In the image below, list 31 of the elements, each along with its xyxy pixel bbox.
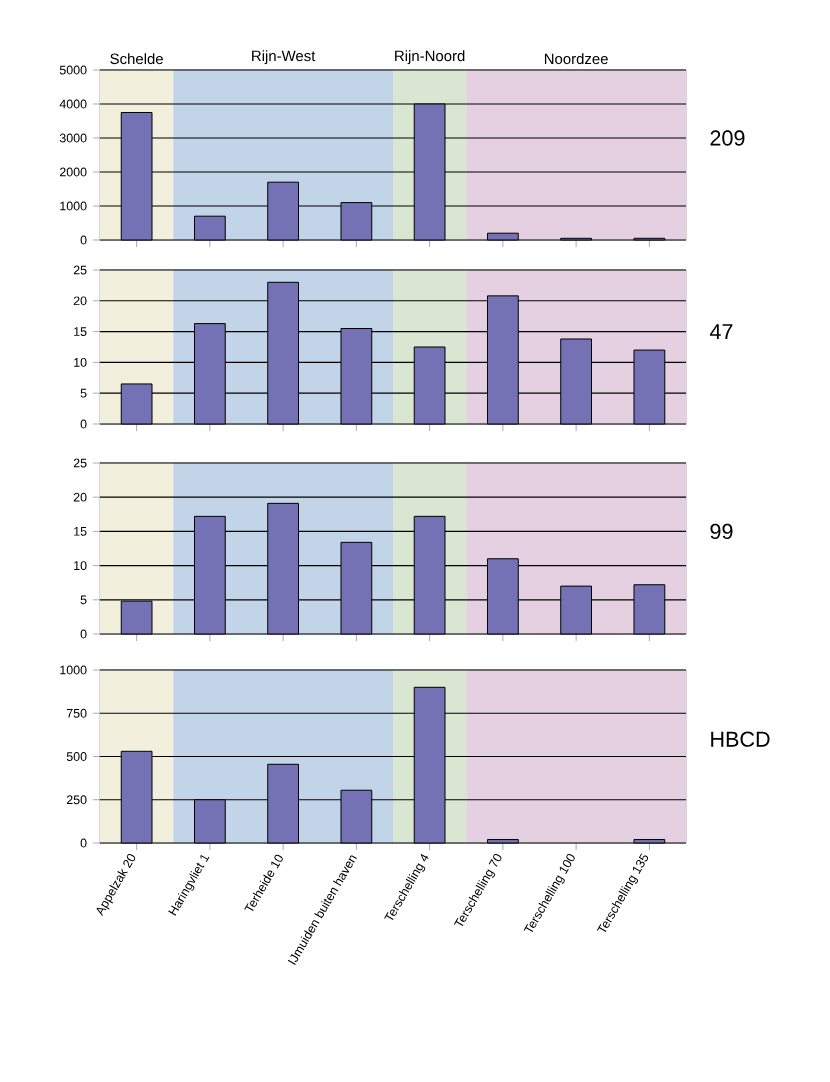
y-tick-label: 20 bbox=[73, 296, 87, 306]
y-tick-label: 20 bbox=[73, 492, 87, 502]
y2-axis-title: 209 bbox=[710, 130, 745, 146]
y-tick-label: 1000 bbox=[60, 665, 87, 675]
y-tick-label: 0 bbox=[80, 838, 87, 848]
y-tick-label: 2000 bbox=[59, 167, 87, 177]
y-tick-label: 15 bbox=[74, 327, 87, 336]
y-tick-label: 5 bbox=[80, 388, 87, 398]
y-tick-label: 25 bbox=[73, 265, 87, 275]
band-label: Rijn-West bbox=[252, 50, 316, 65]
y-tick-label: 0 bbox=[80, 235, 87, 245]
band-label: Schelde bbox=[110, 53, 163, 65]
y-tick-label: 15 bbox=[74, 527, 87, 536]
y-tick-label: 10 bbox=[74, 561, 87, 571]
y-tick-label: 5 bbox=[80, 595, 87, 605]
y-tick-label: 500 bbox=[66, 752, 87, 761]
y2-axis-title: 47 bbox=[709, 324, 733, 340]
y-tick-label: 750 bbox=[66, 708, 87, 718]
y2-axis-title: HBCD bbox=[711, 731, 770, 747]
band-label: Noordzee bbox=[544, 53, 608, 65]
y-tick-label: 5000 bbox=[59, 65, 87, 75]
y-tick-label: 3000 bbox=[59, 133, 87, 143]
y-tick-label: 0 bbox=[80, 629, 87, 639]
y-tick-label: 4000 bbox=[59, 99, 87, 109]
y-tick-label: 0 bbox=[80, 419, 87, 429]
y2-axis-title: 99 bbox=[710, 523, 733, 540]
y-tick-label: 25 bbox=[73, 458, 87, 468]
y-tick-label: 10 bbox=[74, 357, 87, 367]
y-tick-label: 1000 bbox=[60, 201, 87, 211]
band-label: Rijn-Noord bbox=[395, 50, 465, 65]
y-tick-label: 250 bbox=[66, 795, 87, 805]
